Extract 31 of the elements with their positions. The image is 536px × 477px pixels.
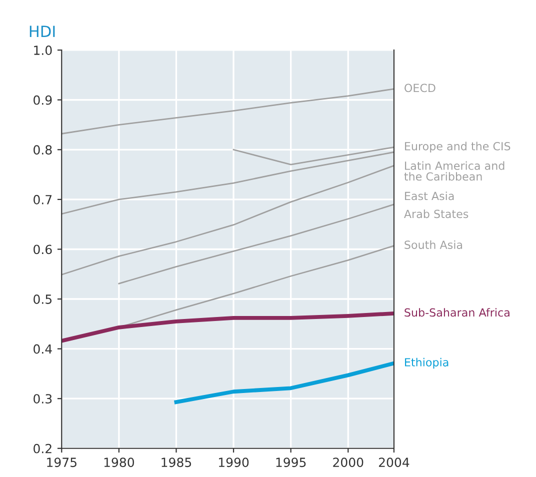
x-tick-label: 1980	[104, 458, 134, 468]
x-tick-label: 1985	[162, 458, 192, 468]
line-series	[62, 88, 394, 134]
y-tick-label: 1.0	[34, 46, 52, 56]
line-series	[118, 204, 394, 284]
series-label: Europe and the CIS	[405, 142, 510, 153]
y-tick-label: 0.4	[34, 344, 52, 354]
line-series	[62, 312, 394, 343]
series-label: Arab States	[404, 210, 468, 218]
series-label: Ethiopia	[405, 358, 448, 369]
y-tick-label: 0.6	[34, 244, 52, 254]
x-tick-label: 1990	[218, 458, 249, 468]
line-series	[62, 151, 394, 215]
y-axis-title: HDI	[30, 26, 55, 37]
series-label: South Asia	[404, 240, 462, 249]
x-tick-label: 1995	[276, 458, 306, 468]
y-tick-label: 0.8	[34, 145, 52, 155]
series-label: Sub-Saharan Africa	[404, 308, 510, 317]
x-tick-label: 1975	[47, 458, 76, 468]
y-tick-label: 0.9	[34, 95, 52, 105]
x-tick-label: 2000	[333, 458, 364, 468]
x-tick-label: 2004	[378, 458, 410, 468]
y-tick-label: 0.3	[34, 394, 52, 404]
y-tick-label: 0.5	[34, 294, 52, 304]
series-label: OECD	[404, 84, 436, 92]
line-series	[174, 361, 394, 404]
y-tick-label: 0.2	[34, 444, 52, 454]
text: East Asia	[405, 192, 454, 200]
y-tick-label: 0.7	[34, 194, 52, 204]
series-label: Latin America and the Caribbean	[404, 161, 504, 181]
line-series	[62, 164, 394, 276]
